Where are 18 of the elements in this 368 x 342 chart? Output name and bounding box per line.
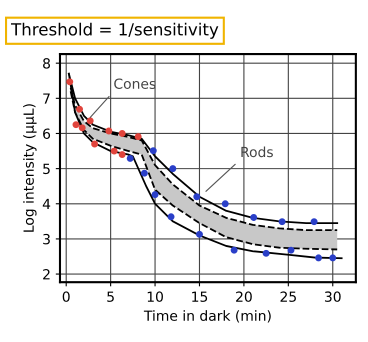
x-tick-label: 30 bbox=[324, 291, 341, 302]
x-tick-label: 15 bbox=[192, 292, 208, 302]
x-tick-label: 5 bbox=[107, 292, 114, 302]
y-tick-label: 6 bbox=[43, 128, 50, 139]
y-tick-label: 5 bbox=[43, 164, 50, 174]
annotation: Cones bbox=[114, 78, 156, 89]
chart-title: Threshold = 1/sensitivity bbox=[10, 22, 218, 39]
x-tick-label: 10 bbox=[148, 291, 163, 302]
x-tick-label: 20 bbox=[236, 291, 252, 302]
y-tick-label: 4 bbox=[42, 198, 50, 210]
x-tick-label: 25 bbox=[280, 291, 296, 302]
y-tick-label: 2 bbox=[43, 269, 50, 280]
x-axis-title: Time in dark (min) bbox=[144, 310, 271, 323]
y-axis-title: Log intensity (μμL) bbox=[23, 104, 37, 232]
x-tick-label: 0 bbox=[62, 291, 70, 302]
y-tick-label: 3 bbox=[43, 234, 50, 244]
y-tick-label: 7 bbox=[43, 93, 50, 104]
y-tick-label: 8 bbox=[43, 58, 50, 69]
